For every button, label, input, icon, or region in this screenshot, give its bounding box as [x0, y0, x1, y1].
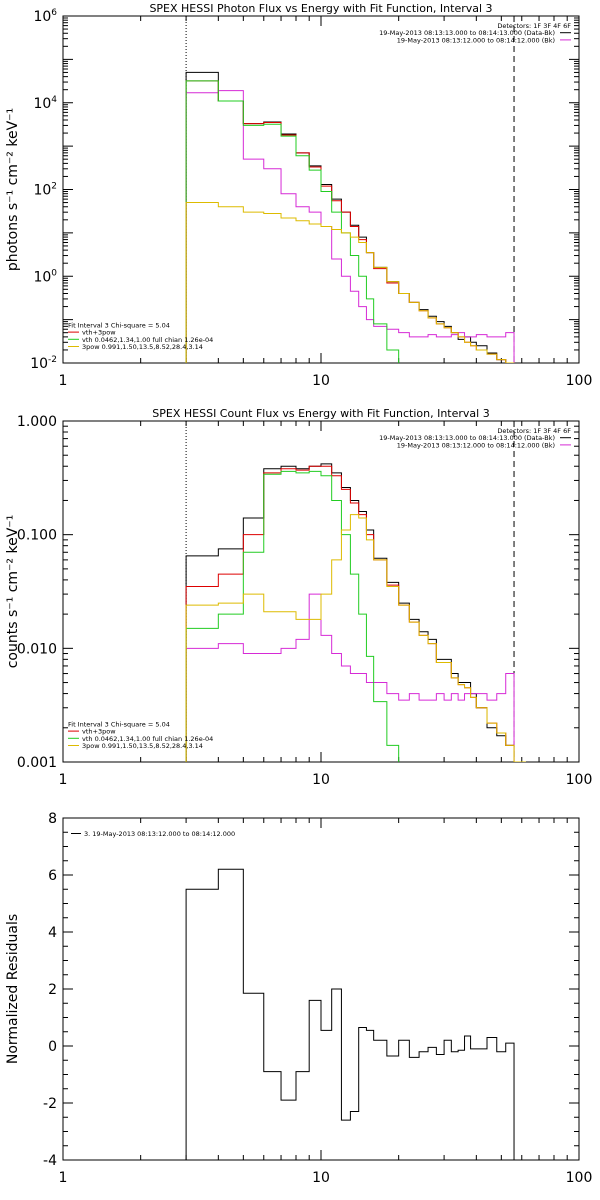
series-3pow-line [185, 514, 526, 762]
chart-title: SPEX HESSI Photon Flux vs Energy with Fi… [149, 2, 492, 15]
y-tick-base: 10 [30, 356, 48, 372]
y-tick-exp: 0 [51, 268, 57, 278]
chart-title: SPEX HESSI Count Flux vs Energy with Fit… [152, 407, 489, 420]
y-tick-label: 106 [33, 8, 57, 25]
legend-bottom-left: Fit Interval 3 Chi-square = 5.04vth+3pow… [68, 321, 213, 351]
y-axis-label: Normalized Residuals [5, 914, 21, 1064]
y-tick-label: -2 [43, 1096, 57, 1112]
x-axis: 1 10 100 [59, 421, 593, 788]
legend-header: Fit Interval 3 Chi-square = 5.04 [68, 321, 170, 329]
y-tick-exp: 2 [51, 182, 57, 192]
x-tick-label: 100 [566, 373, 593, 389]
chart-panel-2: SPEX HESSI Count Flux vs Energy with Fit… [5, 407, 593, 788]
chart-panel-3: 1 10 100 -4 -2 0 2 4 6 8 Normalized Residuals 3. 19… [5, 811, 592, 1186]
y-tick-label: 4 [48, 925, 57, 941]
legend-entry-label: 19-May-2013 08:13:13.000 to 08:14:13.000… [379, 29, 555, 37]
y-tick-label: 2 [48, 982, 57, 998]
legend-entry-label: 3pow 0.991,1.50,13.5,8.52,28.4,3.14 [82, 343, 203, 351]
series-bk-line [185, 593, 515, 762]
y-tick-base: 10 [33, 269, 51, 285]
x-tick-label: 10 [312, 1170, 330, 1186]
y-tick-label: 1.000 [17, 414, 57, 430]
y-tick-label: 102 [33, 182, 57, 199]
y-axis: -4 -2 0 2 4 6 8 [43, 811, 579, 1169]
x-tick-label: 1 [59, 1170, 68, 1186]
series-group [185, 71, 515, 363]
x-tick-label: 1 [59, 373, 68, 389]
legend-header: Detectors: 1F 3F 4F 6F [497, 427, 571, 435]
series-vth-line [185, 80, 400, 363]
legend-entry-label: 3pow 0.991,1.50,13.5,8.52,28.4,3.14 [82, 742, 203, 750]
series-vth-line [185, 470, 400, 762]
y-tick-base: 10 [33, 96, 51, 112]
y-tick-label: 0.100 [17, 528, 57, 544]
series-residuals-line [185, 868, 515, 1160]
legend-top-left: 3. 19-May-2013 08:13:12.000 to 08:14:12.… [71, 830, 235, 838]
legend-header: Detectors: 1F 3F 4F 6F [497, 22, 571, 30]
x-axis: 1 10 100 [59, 16, 593, 389]
y-tick-label: -4 [43, 1153, 57, 1169]
y-tick-label: 0 [48, 1039, 57, 1055]
y-tick-exp: 4 [51, 95, 57, 105]
legend-entry-label: vth 0.0462,1.34,1.00 full chian 1.26e-04 [82, 336, 213, 344]
legend-entry-label: 19-May-2013 08:13:12.000 to 08:14:12.000… [397, 441, 555, 449]
series-data-bk-line [185, 463, 515, 762]
y-tick-label: 8 [48, 811, 57, 827]
series-bk-line [185, 90, 515, 363]
series-3pow-line [185, 202, 515, 363]
y-tick-label: 10-2 [30, 355, 57, 372]
x-axis: 1 10 100 [59, 818, 593, 1186]
legend-entry-label: vth 0.0462,1.34,1.00 full chian 1.26e-04 [82, 735, 213, 743]
legend-entry-label: 19-May-2013 08:13:12.000 to 08:14:12.000… [397, 36, 555, 44]
x-tick-label: 10 [312, 772, 330, 788]
y-axis-label: photons s⁻¹ cm⁻² keV⁻¹ [5, 108, 21, 271]
x-tick-label: 10 [312, 373, 330, 389]
x-tick-label: 100 [566, 1170, 593, 1186]
series-vth-3pow-line [185, 465, 515, 762]
series-group [185, 868, 515, 1160]
legend-entry-label: vth+3pow [82, 728, 116, 736]
y-tick-label: 6 [48, 868, 57, 884]
legend-bottom-left: Fit Interval 3 Chi-square = 5.04vth+3pow… [68, 720, 213, 750]
legend-entry-label: vth+3pow [82, 329, 116, 337]
chart-panel-1: SPEX HESSI Photon Flux vs Energy with Fi… [5, 2, 592, 389]
y-axis: 0.001 0.010 0.100 1.000 [17, 414, 579, 771]
series-group [185, 463, 526, 762]
y-tick-label: 0.001 [17, 755, 57, 771]
legend-entry-label: 19-May-2013 08:13:13.000 to 08:14:13.000… [379, 434, 555, 442]
y-axis-label: counts s⁻¹ cm⁻² keV⁻¹ [5, 515, 21, 669]
y-tick-label: 104 [33, 95, 57, 112]
x-tick-label: 100 [566, 772, 593, 788]
y-tick-base: 10 [33, 9, 51, 25]
legend-entry-label: 3. 19-May-2013 08:13:12.000 to 08:14:12.… [84, 830, 235, 838]
series-vth-3pow-line [185, 80, 515, 363]
y-tick-base: 10 [33, 183, 51, 199]
plot-frame [62, 817, 580, 1161]
legend-header: Fit Interval 3 Chi-square = 5.04 [68, 720, 170, 728]
y-tick-exp: -2 [48, 355, 57, 365]
y-tick-label: 100 [33, 268, 57, 285]
y-tick-exp: 6 [51, 8, 57, 18]
x-tick-label: 1 [59, 772, 68, 788]
y-tick-label: 0.010 [17, 641, 57, 657]
